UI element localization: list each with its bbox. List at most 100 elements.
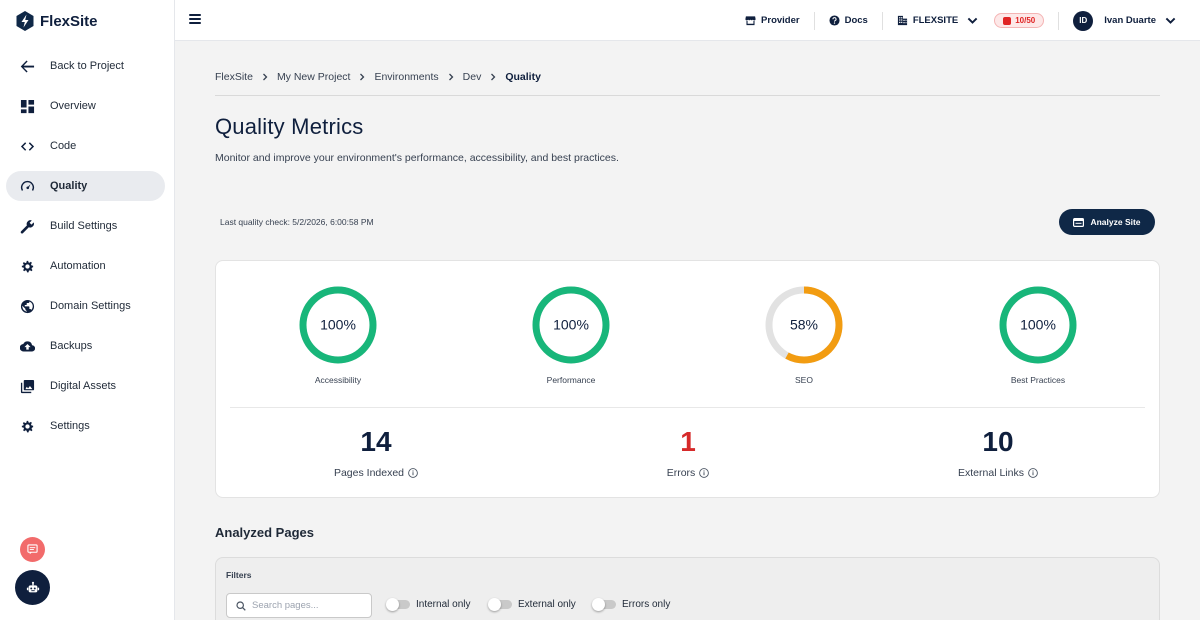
- divider: [881, 11, 883, 30]
- page-subtitle: Monitor and improve your environment's p…: [215, 152, 619, 164]
- toggle-switch[interactable]: [386, 598, 410, 611]
- user-name: Ivan Duarte: [1104, 15, 1156, 26]
- toggle-switch[interactable]: [488, 598, 512, 611]
- sidebar-item-domain-settings[interactable]: Domain Settings: [6, 291, 165, 321]
- filters-title: Filters: [226, 570, 252, 580]
- breadcrumb-divider: [215, 95, 1160, 96]
- chevron-right-icon: [491, 73, 496, 81]
- sidebar-nav: Back to Project Overview Code Quality Bu…: [6, 51, 165, 451]
- toggle-switch[interactable]: [592, 598, 616, 611]
- breadcrumb-item-dev[interactable]: Dev: [462, 71, 482, 83]
- cloud-upload-icon: [19, 338, 35, 354]
- docs-link[interactable]: Docs: [829, 15, 868, 26]
- globe-icon: [19, 298, 35, 314]
- storefront-icon: [745, 16, 756, 26]
- search-input[interactable]: [252, 600, 362, 611]
- organization-selector[interactable]: FLEXSITE: [897, 15, 978, 26]
- sidebar-item-overview[interactable]: Overview: [6, 91, 165, 121]
- stat-value: 10: [982, 426, 1014, 457]
- user-menu[interactable]: ID Ivan Duarte: [1073, 10, 1176, 31]
- breadcrumb-item-flexsite[interactable]: FlexSite: [215, 71, 253, 83]
- top-bar: Provider Docs FLEXSITE 10/50 ID Ivan Dua…: [175, 0, 1200, 41]
- info-icon[interactable]: [699, 468, 710, 478]
- analyzed-pages-title: Analyzed Pages: [215, 525, 314, 540]
- gear-icon: [19, 258, 35, 274]
- credits-count: 10/50: [1015, 16, 1036, 25]
- breadcrumb-item-project[interactable]: My New Project: [276, 71, 351, 83]
- help-circle-icon: [829, 15, 840, 26]
- arrow-left-icon: [19, 58, 35, 74]
- sidebar-item-label: Overview: [50, 100, 96, 112]
- sidebar-item-backups[interactable]: Backups: [6, 331, 165, 361]
- quality-metrics-card: 100% Accessibility 100% Performance 58% …: [215, 260, 1160, 498]
- flexsite-logo-icon: [16, 11, 34, 31]
- provider-link[interactable]: Provider: [745, 15, 800, 26]
- last-quality-check: Last quality check: 5/2/2026, 6:00:58 PM: [220, 217, 374, 227]
- toggle-label: Internal only: [416, 599, 471, 610]
- analyze-site-button[interactable]: Analyze Site: [1059, 209, 1155, 235]
- score-gauge-best-practices: 100% Best Practices: [978, 285, 1098, 385]
- breadcrumb-item-environments[interactable]: Environments: [374, 71, 439, 83]
- filters-panel: Filters Internal only External only Erro…: [215, 557, 1160, 620]
- page-title: Quality Metrics: [215, 114, 364, 139]
- score-value: 58%: [790, 317, 818, 333]
- sidebar-item-quality[interactable]: Quality: [6, 171, 165, 201]
- breadcrumb: FlexSite My New Project Environments Dev…: [215, 71, 541, 83]
- image-library-icon: [19, 378, 35, 394]
- breadcrumb-item-quality: Quality: [505, 71, 541, 83]
- stat-label: External Links: [958, 467, 1038, 479]
- organization-label: FLEXSITE: [912, 15, 959, 26]
- seo-score-ring: 58%: [765, 286, 843, 364]
- divider: [1058, 11, 1060, 30]
- toggle-errors-only[interactable]: Errors only: [592, 598, 670, 611]
- sidebar-item-settings[interactable]: Settings: [6, 411, 165, 441]
- sidebar-item-label: Domain Settings: [50, 300, 131, 312]
- stat-value: 14: [360, 426, 392, 457]
- sidebar-item-automation[interactable]: Automation: [6, 251, 165, 281]
- stat-external-links: 10 External Links: [908, 425, 1088, 479]
- sidebar-item-label: Back to Project: [50, 60, 124, 72]
- gear-icon: [19, 418, 35, 434]
- sidebar-item-build-settings[interactable]: Build Settings: [6, 211, 165, 241]
- assistant-bot-button[interactable]: [15, 570, 50, 605]
- provider-label: Provider: [761, 15, 800, 26]
- sidebar-item-label: Backups: [50, 340, 93, 352]
- sidebar-item-back-to-project[interactable]: Back to Project: [6, 51, 165, 81]
- sidebar: FlexSite Back to Project Overview Code Q…: [0, 0, 175, 620]
- toggle-internal-only[interactable]: Internal only: [386, 598, 471, 611]
- toggle-external-only[interactable]: External only: [488, 598, 576, 611]
- stat-pages-indexed: 14 Pages Indexed: [286, 425, 466, 479]
- app-logo[interactable]: FlexSite: [16, 10, 98, 32]
- building-icon: [897, 15, 907, 26]
- search-icon: [236, 600, 246, 611]
- robot-icon: [26, 581, 39, 592]
- speedometer-icon: [19, 178, 35, 194]
- info-icon[interactable]: [408, 468, 418, 478]
- chevron-down-icon: [967, 17, 978, 24]
- best-practices-score-ring: 100%: [999, 286, 1077, 364]
- sidebar-item-label: Digital Assets: [50, 380, 117, 392]
- stat-label: Errors: [667, 467, 710, 479]
- performance-score-ring: 100%: [532, 286, 610, 364]
- analyze-site-label: Analyze Site: [1090, 217, 1141, 227]
- credits-badge[interactable]: 10/50: [994, 13, 1045, 28]
- search-field[interactable]: [226, 593, 372, 618]
- sidebar-item-label: Code: [50, 140, 77, 152]
- menu-toggle-icon[interactable]: [189, 14, 201, 24]
- app-name: FlexSite: [40, 12, 98, 30]
- avatar: ID: [1073, 10, 1094, 31]
- sidebar-item-label: Settings: [50, 420, 90, 432]
- info-icon[interactable]: [1028, 468, 1038, 478]
- feedback-chat-button[interactable]: [20, 537, 45, 562]
- score-label: SEO: [795, 375, 813, 385]
- sidebar-item-code[interactable]: Code: [6, 131, 165, 161]
- score-gauge-performance: 100% Performance: [511, 285, 631, 385]
- sidebar-item-digital-assets[interactable]: Digital Assets: [6, 371, 165, 401]
- dashboard-icon: [19, 98, 35, 114]
- score-gauge-accessibility: 100% Accessibility: [278, 285, 398, 385]
- stat-label: Pages Indexed: [334, 467, 418, 479]
- credits-icon: [1003, 16, 1012, 25]
- score-value: 100%: [1020, 317, 1056, 333]
- chevron-down-icon: [1165, 17, 1176, 24]
- score-label: Performance: [546, 375, 596, 385]
